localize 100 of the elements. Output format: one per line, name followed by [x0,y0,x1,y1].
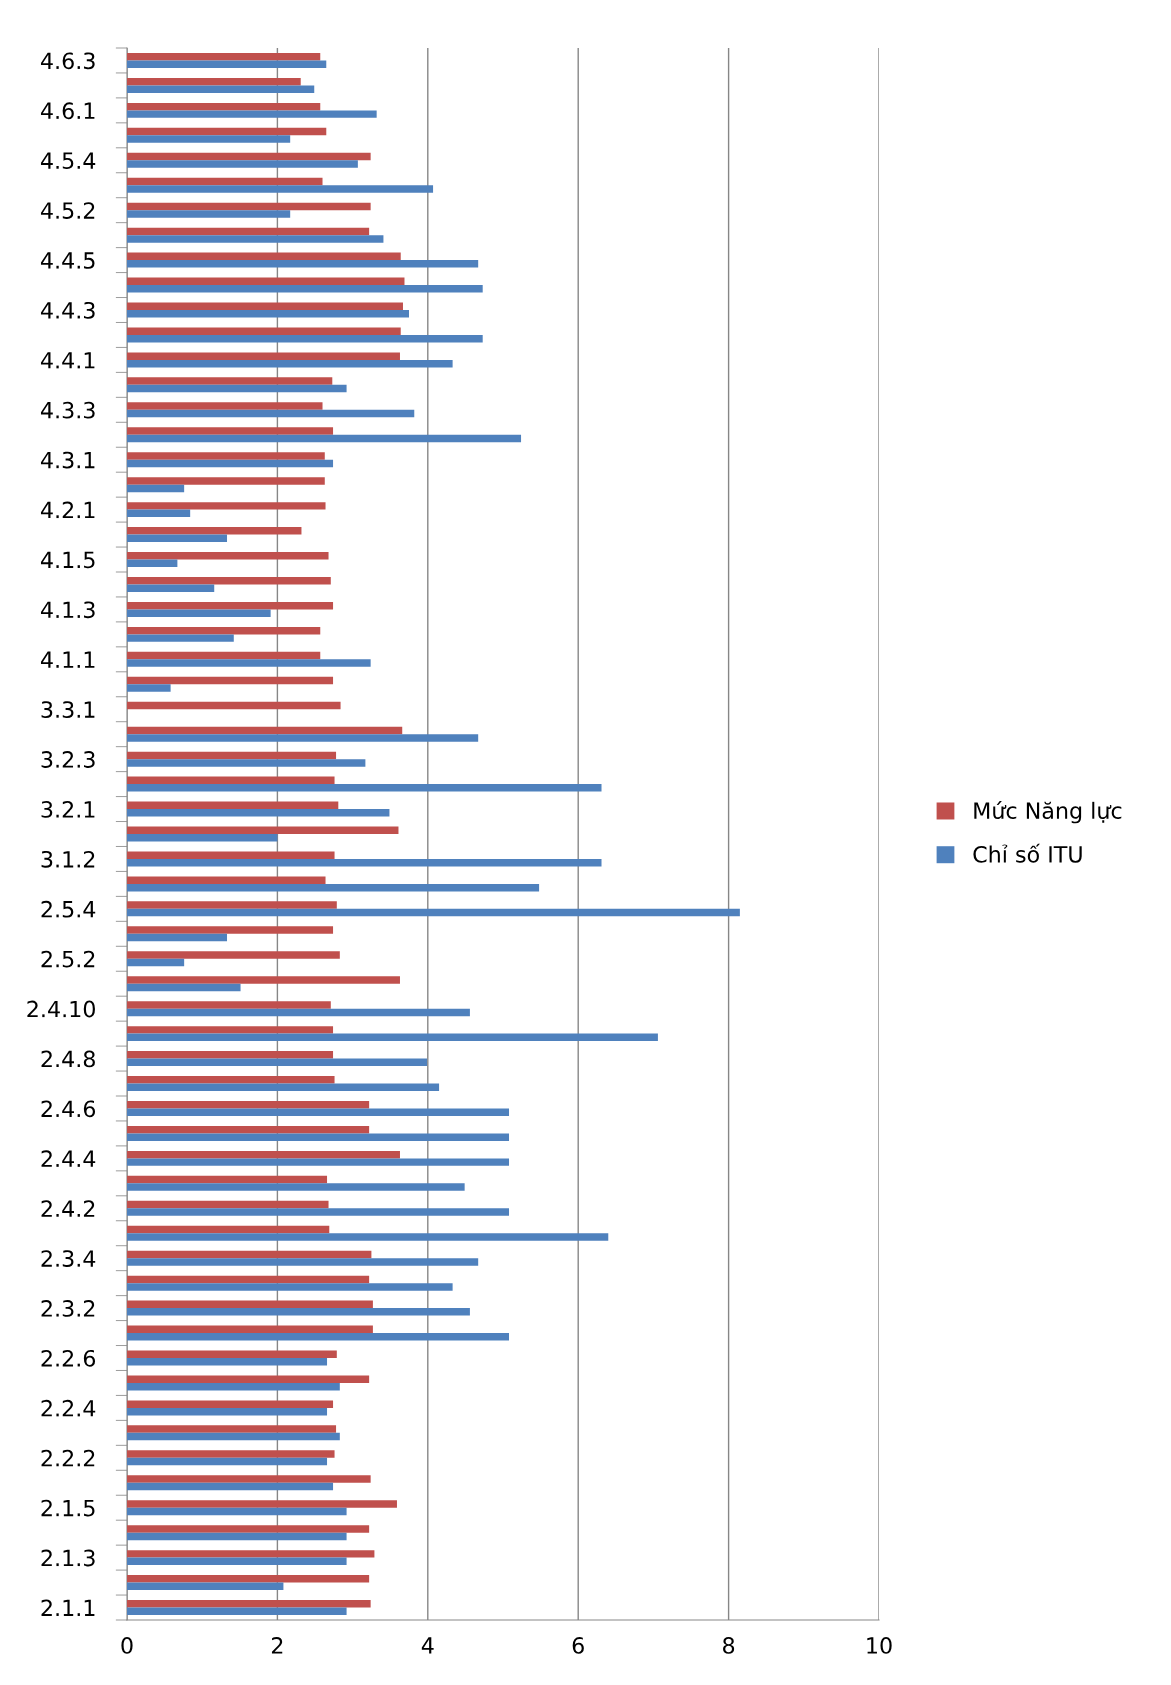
bar [127,1375,370,1383]
bar [127,185,434,193]
bar [127,285,483,293]
bar [127,384,347,393]
bar [127,1200,329,1209]
bar [127,1382,340,1391]
bar [127,60,327,68]
bar [127,876,326,884]
bar [127,1183,465,1191]
x-tick-label: 10 [867,1637,892,1654]
y-tick-label: 2.3.2 [41,1300,95,1317]
bar [127,626,321,635]
bar [127,260,479,268]
x-tick-label: 2 [271,1637,283,1654]
bar [127,1108,510,1116]
bar [127,1358,328,1366]
bar [127,1158,510,1166]
bar [127,77,301,86]
bar [127,1275,370,1284]
bar [127,908,740,917]
bar [127,1250,372,1259]
bar [127,784,602,792]
bar [127,235,384,243]
bar [127,1582,284,1591]
y-tick-label: 2.2.2 [41,1449,95,1467]
y-tick-label: 2.4.2 [41,1200,95,1217]
bar [127,359,453,368]
bar [127,684,171,692]
bar [127,1450,335,1458]
x-tick-label: 8 [723,1637,735,1654]
bar [127,1051,334,1059]
bar [127,1026,334,1034]
bar [127,801,339,810]
bar [127,1507,347,1516]
bar [127,127,327,136]
bar [127,1600,371,1608]
bar [127,302,403,310]
bar [127,1133,510,1141]
bar [127,676,334,685]
bar [127,102,321,111]
bar [127,210,291,218]
bar [127,1300,373,1309]
bar [127,851,335,859]
y-tick-label: 2.4.10 [27,1000,95,1018]
bar [127,1500,397,1508]
bar [127,409,415,418]
bar [127,1425,337,1433]
bar [127,826,399,834]
y-tick-label: 4.3.1 [40,451,95,469]
bar [127,1475,371,1483]
bar [127,901,337,909]
bar [127,609,271,617]
bar [127,1100,370,1109]
bar [127,1557,347,1566]
y-tick-label: 3.3.1 [41,701,95,718]
bar [127,1407,328,1416]
y-tick-label: 2.2.4 [41,1399,96,1417]
bar [127,659,371,667]
bar [127,1258,479,1266]
bar [127,434,522,443]
bar [127,334,483,343]
bar [127,477,325,485]
bar [127,1350,337,1358]
bar [127,734,479,742]
bar [127,110,377,118]
y-tick-label: 4.2.1 [40,501,95,519]
bar [127,135,291,143]
y-tick-label: 3.1.2 [41,850,95,868]
legend-label: Mức Năng lực [974,800,1122,824]
y-tick-label: 4.1.5 [40,551,95,569]
bar [127,958,185,967]
y-tick-label: 4.6.1 [40,102,95,120]
bar [127,402,323,410]
bar [127,310,409,318]
bar [127,160,358,168]
bar [127,152,371,161]
bar [127,926,334,934]
bar [127,584,215,592]
y-tick-label: 4.6.3 [40,52,95,70]
bar [127,1457,328,1466]
bar [127,1033,658,1042]
bar [127,1008,470,1017]
bar [127,1283,453,1291]
bar [127,651,321,660]
bar [127,751,337,760]
bar [127,202,371,211]
y-tick-label: 2.4.6 [41,1100,96,1118]
bar [127,776,335,785]
bar [127,252,401,261]
bar [127,85,315,93]
bar [127,933,228,942]
bar [127,576,331,585]
bar [127,452,325,460]
bar [127,1308,470,1316]
y-tick-label: 4.4.3 [40,301,95,319]
bar [127,1125,370,1134]
bar [127,52,321,61]
bar [127,1058,428,1067]
bar [127,1001,331,1009]
bar [127,377,333,385]
